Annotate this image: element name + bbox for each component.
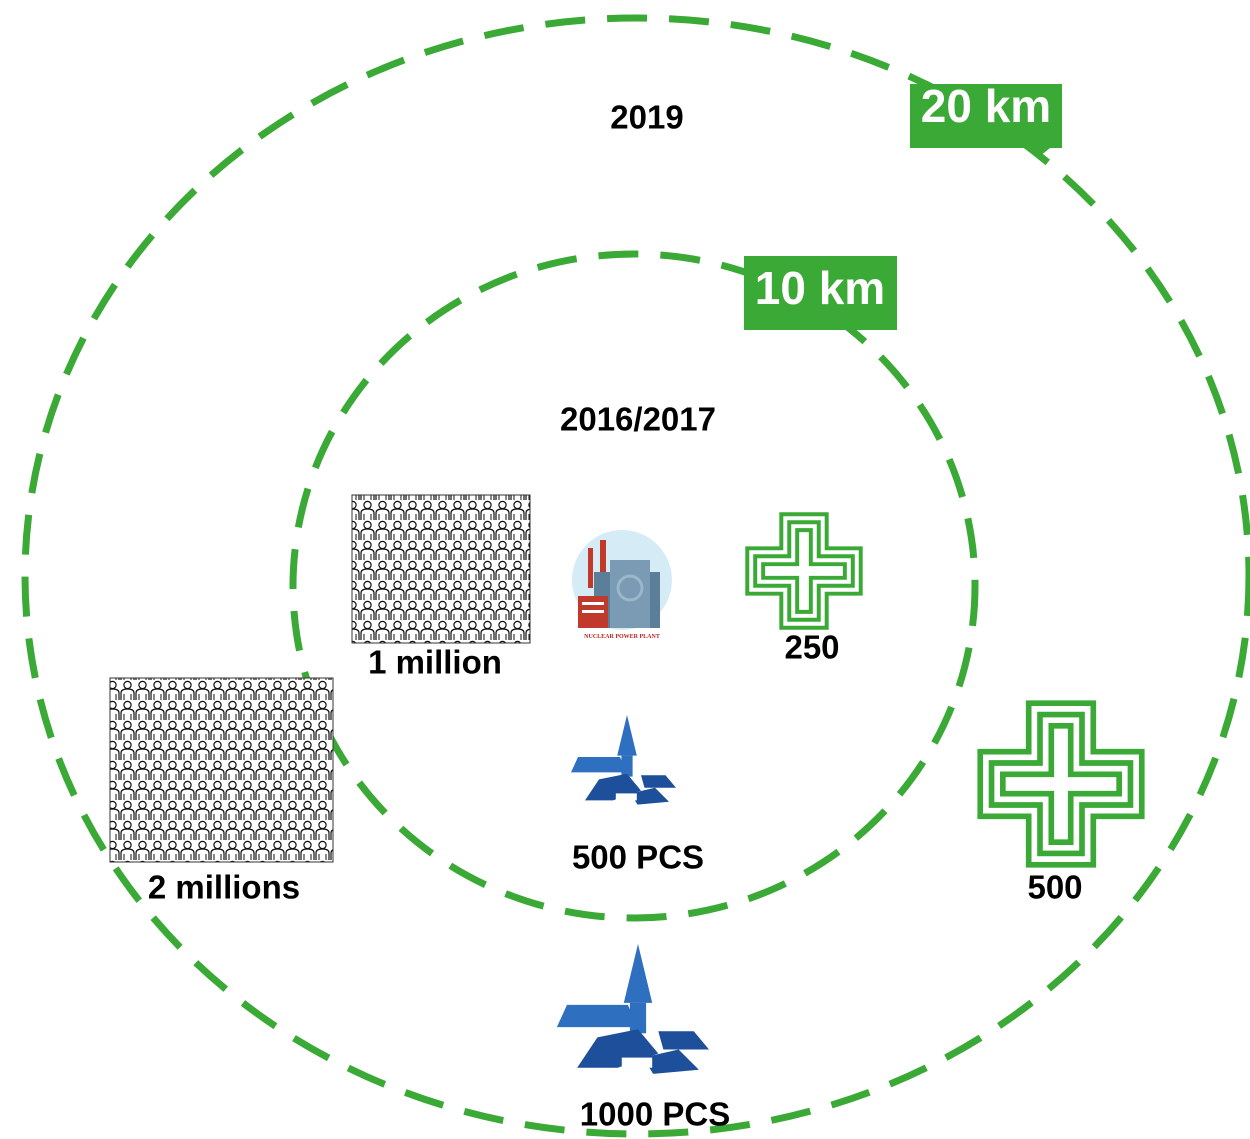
pharmacy-count: 250 xyxy=(784,629,839,666)
packs-label: 500 PCS xyxy=(572,839,704,876)
outer-radius-badge: 20 km xyxy=(910,80,1062,156)
inner-radius-badge: 10 km xyxy=(744,256,897,330)
pharmacy-icon xyxy=(747,514,860,627)
radius-label: 10 km xyxy=(755,262,885,314)
radius-label: 20 km xyxy=(921,80,1051,132)
crowd-icon xyxy=(352,495,530,643)
pharmacy-icon xyxy=(980,703,1142,865)
plant-icon: NUCLEAR POWER PLANT xyxy=(572,530,672,640)
population-label: 2 millions xyxy=(148,869,300,906)
crowd-icon xyxy=(110,678,333,862)
village-icon xyxy=(557,944,709,1074)
diagram: 20 km 10 km 2019 2016/2017 1 million 2 m… xyxy=(0,0,1250,1139)
plant-label: NUCLEAR POWER PLANT xyxy=(584,634,660,640)
population-label: 1 million xyxy=(368,644,502,681)
packs-label: 1000 PCS xyxy=(580,1096,730,1133)
year-label: 2016/2017 xyxy=(560,401,716,438)
year-label: 2019 xyxy=(610,99,683,136)
pharmacy-count: 500 xyxy=(1027,869,1082,906)
village-icon xyxy=(571,715,676,805)
